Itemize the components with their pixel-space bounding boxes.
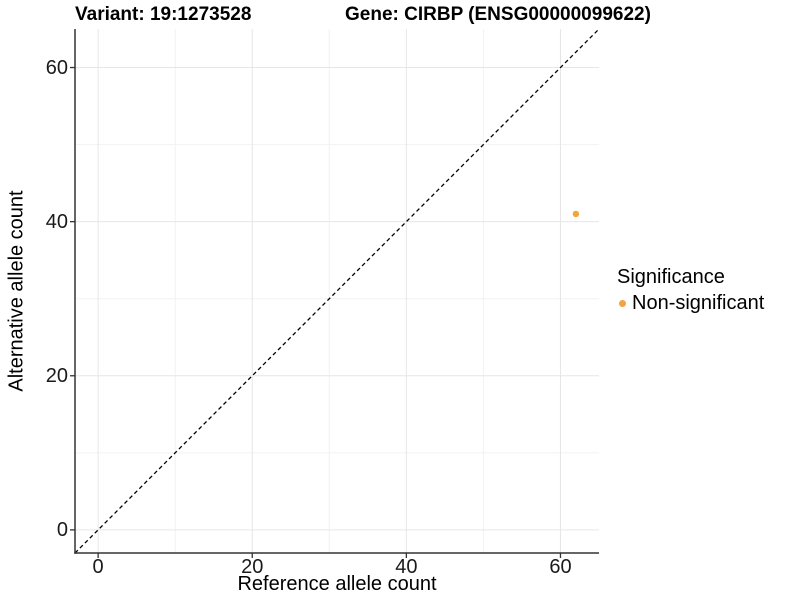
y-tick-label: 40: [45, 210, 68, 233]
data-point: [572, 210, 580, 218]
legend-item: Non-significant: [617, 291, 764, 315]
x-axis-title: Reference allele count: [237, 573, 437, 595]
legend-key-dot-icon: [619, 299, 626, 307]
y-tick-label: 60: [45, 56, 68, 79]
x-tick-label: 40: [395, 556, 418, 578]
legend-title: Significance: [617, 266, 725, 288]
identity-dashed-line: [74, 28, 600, 554]
legend-items: Non-significant: [617, 291, 764, 315]
y-tick-label: 0: [56, 518, 68, 541]
plot-title-gene: Gene: CIRBP (ENSG00000099622): [345, 4, 651, 25]
legend: Significance Non-significant: [617, 265, 764, 315]
x-tick-label: 20: [241, 556, 264, 578]
y-axis-title: Alternative allele count: [5, 190, 28, 392]
x-tick-label: 60: [549, 556, 572, 578]
legend-item-label: Non-significant: [632, 292, 765, 314]
x-tick-label: 0: [92, 556, 104, 578]
plot-title-variant: Variant: 19:1273528: [75, 4, 252, 25]
y-tick-label: 20: [45, 364, 68, 387]
